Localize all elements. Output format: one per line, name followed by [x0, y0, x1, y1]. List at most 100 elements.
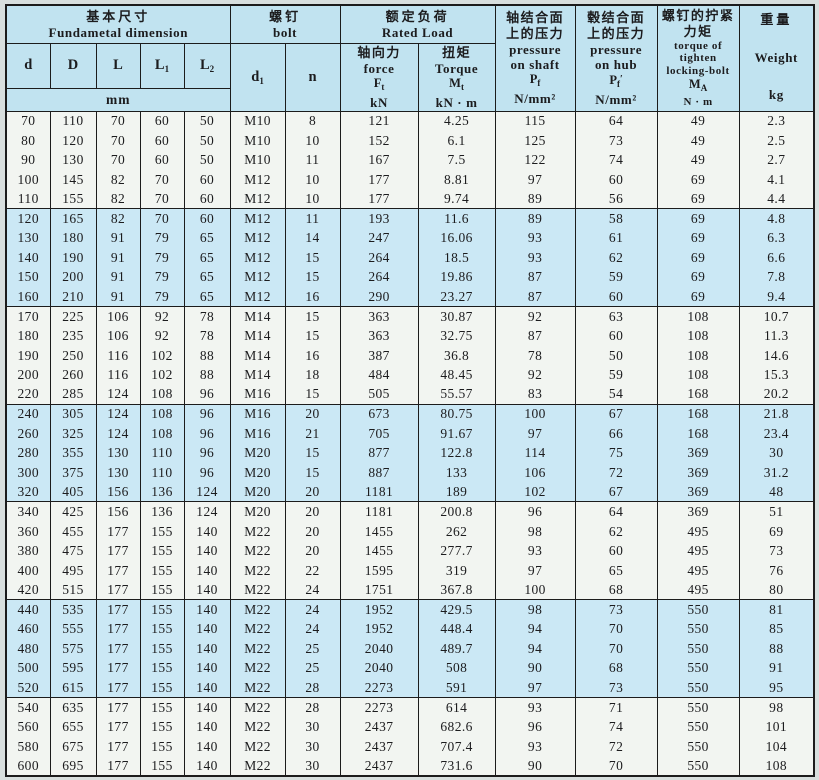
table-cell: 140	[183, 736, 231, 757]
header-tightening-torque: 螺钉的拧紧 力矩 torque of tighten locking-bolt …	[656, 4, 740, 112]
table-cell: 130	[5, 228, 51, 248]
pressure-shaft-en2: on shaft	[510, 57, 560, 73]
table-cell: 19.86	[417, 267, 496, 287]
table-cell: 177	[95, 599, 141, 620]
table-cell: M22	[229, 736, 286, 757]
header-L2: L2	[183, 42, 231, 90]
table-cell: 480	[5, 638, 51, 659]
table-cell: 560	[5, 716, 51, 737]
table-cell: 155	[139, 658, 185, 678]
table-cell: 108	[656, 326, 740, 346]
table-cell: 50	[574, 345, 658, 366]
table-cell: 61	[574, 228, 658, 248]
table-cell: 91	[95, 286, 141, 307]
table-cell: M10	[229, 150, 286, 170]
table-cell: 550	[656, 696, 740, 717]
header-mm: mm	[5, 88, 231, 112]
header-rated-load: 额定负荷 Rated Load	[339, 4, 496, 44]
table-cell: 1952	[339, 599, 419, 620]
table-cell: 7.8	[738, 267, 815, 287]
table-cell: 97	[494, 560, 576, 581]
table-cell: 11	[284, 150, 341, 170]
table-cell: 14	[284, 228, 341, 248]
table-cell: 535	[49, 599, 97, 620]
table-cell: 455	[49, 521, 97, 542]
table-cell: 2040	[339, 658, 419, 678]
table-cell: 97	[494, 423, 576, 444]
table-cell: 193	[339, 208, 419, 229]
table-cell: 277.7	[417, 541, 496, 561]
table-cell: 69	[656, 286, 740, 307]
table-cell: 177	[95, 560, 141, 581]
table-cell: 591	[417, 677, 496, 698]
table-row: 480 575 177 155 140 M22 25 2040 489.7 94 70 550 88	[5, 638, 815, 659]
axial-force-en: force	[363, 60, 395, 76]
table-cell: 15	[284, 305, 341, 327]
table-cell: 264	[339, 267, 419, 287]
table-cell: 67	[574, 403, 658, 424]
table-cell: 74	[574, 716, 658, 737]
table-cell: 2273	[339, 696, 419, 717]
table-cell: 155	[139, 756, 185, 776]
table-cell: 150	[5, 267, 51, 287]
table-cell: 124	[95, 403, 141, 424]
header-bolt-en: bolt	[273, 24, 298, 40]
table-cell: 500	[5, 658, 51, 678]
table-cell: 91	[95, 267, 141, 287]
table-cell: 121	[339, 110, 419, 131]
table-cell: 106	[95, 326, 141, 346]
table-cell: 1181	[339, 482, 419, 502]
table-cell: 102	[139, 365, 185, 385]
table-cell: 130	[95, 462, 141, 483]
table-row: 320 405 156 136 124 M20 20 1181 189 102 67 369 48	[5, 482, 815, 502]
table-cell: 20	[284, 403, 341, 424]
table-cell: 20	[284, 501, 341, 522]
table-cell: 177	[95, 580, 141, 600]
table-cell: 30	[284, 756, 341, 776]
table-cell: 54	[574, 384, 658, 405]
table-cell: 24	[284, 619, 341, 639]
table-cell: 88	[183, 345, 231, 366]
table-row: 280 355 130 110 96 M20 15 877 122.8 114 75 369 30	[5, 443, 815, 463]
table-cell: M10	[229, 110, 286, 131]
table-row: 180 235 106 92 78 M14 15 363 32.75 87 60 108 11.3	[5, 326, 815, 346]
table-cell: 28	[284, 696, 341, 717]
table-cell: 91	[95, 247, 141, 268]
table-cell: 200	[49, 267, 97, 287]
table-cell: 108	[656, 305, 740, 327]
table-cell: 180	[49, 228, 97, 248]
table-cell: 8.81	[417, 169, 496, 190]
table-cell: 550	[656, 658, 740, 678]
torque-cn: 扭矩	[442, 44, 472, 60]
table-cell: 28	[284, 677, 341, 698]
table-row: 240 305 124 108 96 M16 20 673 80.75 100 67 168 21.8	[5, 403, 815, 424]
table-cell: 96	[494, 716, 576, 737]
table-cell: 887	[339, 462, 419, 483]
table-cell: 25	[284, 658, 341, 678]
table-cell: 116	[95, 365, 141, 385]
table-cell: 106	[95, 305, 141, 327]
table-cell: 156	[95, 482, 141, 502]
weight-en: Weight	[754, 50, 798, 66]
table-cell: 387	[339, 345, 419, 366]
table-cell: 20	[284, 482, 341, 502]
table-cell: 87	[494, 326, 576, 346]
table-cell: 367.8	[417, 580, 496, 600]
table-cell: 580	[5, 736, 51, 757]
table-cell: 550	[656, 736, 740, 757]
table-cell: 155	[139, 736, 185, 757]
table-cell: 24	[284, 580, 341, 600]
table-cell: 177	[95, 619, 141, 639]
table-cell: 92	[494, 365, 576, 385]
table-cell: 429.5	[417, 599, 496, 620]
table-cell: 24	[284, 599, 341, 620]
table-cell: 56	[574, 189, 658, 209]
table-cell: 440	[5, 599, 51, 620]
table-cell: 100	[494, 403, 576, 424]
table-cell: 2.7	[738, 150, 815, 170]
table-cell: 62	[574, 247, 658, 268]
table-cell: 155	[49, 189, 97, 209]
table-cell: 140	[183, 619, 231, 639]
table-cell: 136	[139, 501, 185, 522]
